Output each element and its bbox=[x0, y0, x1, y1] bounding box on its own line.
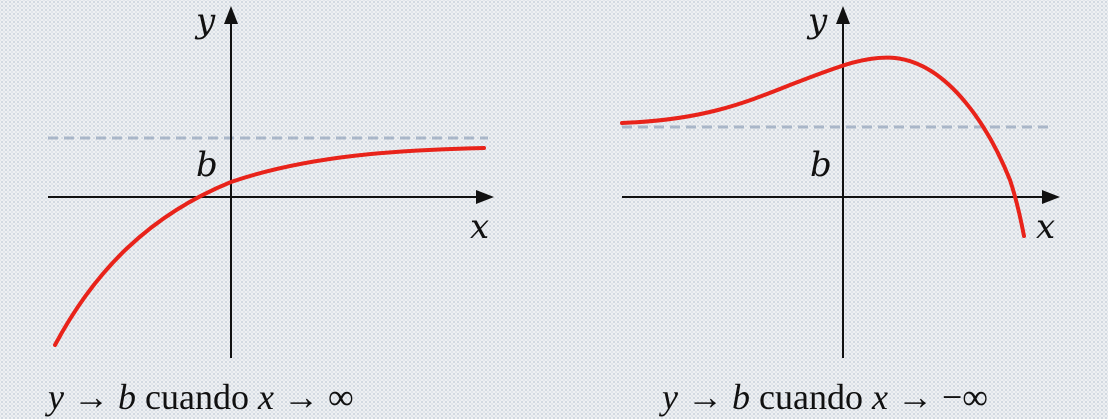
right-panel: y x b bbox=[620, 1, 1060, 358]
left-caption-arrow-1: → bbox=[72, 377, 109, 417]
left-caption-arrow-2: → bbox=[282, 377, 319, 417]
left-caption-x: x bbox=[257, 377, 274, 417]
right-caption-limit: −∞ bbox=[941, 377, 988, 417]
horizontal-asymptote-diagram: y x b y x b bbox=[48, 1, 1060, 358]
right-curve bbox=[620, 55, 1026, 238]
left-caption-b: b bbox=[117, 377, 136, 417]
right-asymptote-label: b bbox=[810, 145, 832, 185]
left-x-axis-label: x bbox=[470, 207, 489, 247]
left-y-axis-arrowhead bbox=[224, 6, 238, 24]
right-caption-y: y bbox=[662, 377, 678, 417]
right-caption-arrow-2: → bbox=[896, 377, 933, 417]
left-caption-y: y bbox=[48, 377, 64, 417]
left-caption-limit: ∞ bbox=[327, 377, 354, 417]
right-x-axis-label: x bbox=[1036, 207, 1055, 247]
right-caption-word: cuando bbox=[758, 377, 863, 417]
left-caption-word: cuando bbox=[144, 377, 249, 417]
left-y-axis-label: y bbox=[194, 1, 216, 41]
right-caption-arrow-1: → bbox=[686, 377, 723, 417]
left-panel: y x b bbox=[48, 1, 494, 358]
right-caption-x: x bbox=[871, 377, 888, 417]
right-x-axis-arrowhead bbox=[1042, 190, 1060, 204]
left-curve bbox=[53, 146, 486, 347]
left-x-axis-arrowhead bbox=[476, 190, 494, 204]
right-caption: y → b cuando x → −∞ bbox=[662, 375, 988, 419]
right-caption-b: b bbox=[731, 377, 750, 417]
right-y-axis-arrowhead bbox=[836, 6, 850, 24]
left-asymptote-label: b bbox=[196, 145, 218, 185]
left-caption: y → b cuando x → ∞ bbox=[48, 375, 354, 419]
right-y-axis-label: y bbox=[806, 1, 828, 41]
